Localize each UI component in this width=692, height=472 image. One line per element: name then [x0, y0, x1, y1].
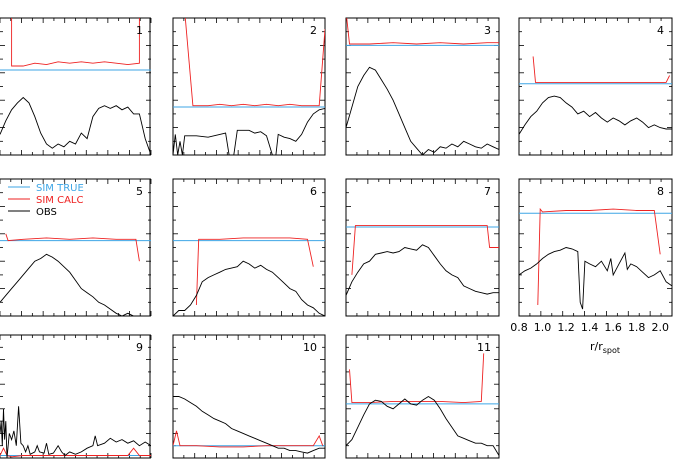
obs-line	[346, 395, 499, 456]
x-tick-label: 1.8	[628, 321, 646, 334]
x-tick-label: 1.4	[581, 321, 599, 334]
panel-5: 5	[0, 178, 152, 317]
panel-frame	[0, 334, 151, 459]
x-axis: 0.8 1.0 1.2 1.4 1.6 1.8 2.0 r/rspot	[510, 321, 669, 355]
panel-9: 9	[0, 334, 152, 459]
sim-calc-line	[5, 233, 140, 262]
x-axis-label: r/rspot	[590, 340, 620, 355]
sim-calc-line	[195, 237, 314, 306]
panel-label: 11	[477, 341, 491, 354]
panel-2: 2	[172, 17, 326, 156]
obs-line	[0, 406, 151, 458]
sim-calc-line	[537, 207, 661, 306]
obs-line	[346, 66, 499, 155]
sim-calc-line	[184, 18, 325, 107]
obs-line	[0, 96, 151, 155]
panel-label: 8	[657, 185, 664, 198]
panel-label: 1	[136, 24, 143, 37]
sim-calc-line	[11, 18, 140, 67]
x-tick-label: 1.2	[557, 321, 575, 334]
x-tick-label: 2.0	[651, 321, 669, 334]
panel-3: 3	[345, 17, 500, 156]
panel-4: 4	[518, 17, 673, 156]
panel-frame	[518, 178, 673, 317]
x-tick-label: 0.8	[510, 321, 528, 334]
panel-label: 3	[484, 24, 491, 37]
obs-line	[519, 247, 672, 310]
sim-calc-line	[346, 18, 499, 45]
panel-7: 7	[345, 178, 500, 317]
panel-frame	[172, 178, 326, 317]
legend-entry: SIM TRUE	[36, 183, 84, 194]
panel-label: 9	[136, 341, 143, 354]
panel-8: 8	[518, 178, 673, 317]
panel-label: 4	[657, 24, 664, 37]
x-tick-label: 1.6	[604, 321, 622, 334]
panel-label: 5	[136, 185, 143, 198]
sim-calc-line	[351, 225, 499, 275]
sim-calc-line	[349, 353, 485, 404]
panel-10: 10	[172, 334, 326, 459]
obs-line	[173, 107, 325, 155]
panel-1: 1	[0, 17, 152, 156]
panel-frame	[0, 17, 151, 156]
obs-line	[0, 253, 151, 316]
panel-label: 10	[303, 341, 317, 354]
obs-line	[519, 95, 672, 135]
panel-frame	[345, 17, 500, 156]
panel-6: 6	[172, 178, 326, 317]
sim-calc-line	[0, 447, 151, 458]
legend-entry: SIM CALC	[36, 195, 83, 206]
legend-entry: OBS	[36, 207, 57, 218]
panel-frame	[345, 178, 500, 317]
panel-label: 2	[310, 24, 317, 37]
panel-11: 11	[345, 334, 500, 459]
panel-label: 7	[484, 185, 491, 198]
obs-line	[346, 244, 499, 296]
x-tick-label: 1.0	[534, 321, 552, 334]
sim-calc-line	[173, 430, 324, 448]
panel-frame	[518, 17, 673, 156]
obs-line	[173, 260, 325, 316]
sim-calc-line	[532, 56, 671, 83]
panel-label: 6	[310, 185, 317, 198]
obs-line	[173, 396, 325, 454]
panel-frame	[172, 17, 326, 156]
